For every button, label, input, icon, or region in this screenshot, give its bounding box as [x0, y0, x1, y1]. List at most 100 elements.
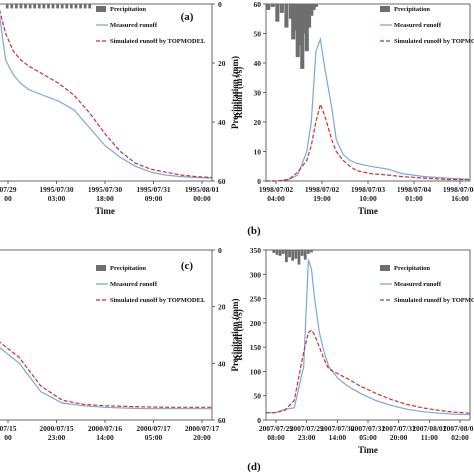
precip-bar [37, 4, 41, 9]
panel-label: (a) [181, 11, 194, 23]
x-tick-label: 00 [4, 194, 12, 203]
legend-measured-label: Measured runoff [110, 22, 158, 29]
y-tick-label: 0 [218, 246, 222, 255]
x-tick-label: 2007/08/01 [412, 424, 446, 433]
x-tick-label: 1995/07/30 [88, 185, 122, 194]
simulated-runoff-line [266, 329, 471, 414]
x-tick-label: 2007/07/30 [320, 424, 354, 433]
y-tick-label: 40 [218, 118, 226, 127]
x-tick-label: 1998/07/02 [305, 185, 339, 194]
precip-bar [310, 250, 313, 253]
y-tick-label: 0 [257, 416, 261, 425]
precip-bar [302, 4, 307, 34]
x-tick-label: 16:00 [451, 194, 469, 203]
x-tick-label: 04:00 [267, 194, 285, 203]
y-tick-label: 40 [218, 359, 226, 368]
precip-bar [79, 4, 82, 9]
y-tick-label: 50 [254, 392, 262, 401]
precip-bar [288, 250, 291, 258]
y-tick-label: 200 [250, 319, 262, 328]
x-tick-label: 00:00 [193, 194, 211, 203]
x-tick-label: 2000/07/17 [185, 424, 219, 433]
y-tick-label: 0 [218, 0, 222, 9]
x-axis-label: Time [358, 445, 378, 455]
x-tick-label: 2000/07/16 [88, 424, 122, 433]
x-tick-label: 23:00 [298, 433, 316, 442]
precip-bar [303, 250, 307, 260]
precip-bar [284, 250, 288, 263]
x-axis-label: Time [95, 206, 115, 216]
x-tick-label: 01:00 [405, 194, 423, 203]
legend-precip-swatch [380, 6, 390, 12]
precip-bar [291, 250, 295, 261]
y-axis-label: Runoff (m³/s) [234, 309, 244, 360]
x-tick-label: 00 [4, 433, 12, 442]
y-tick-label: 20 [254, 118, 262, 127]
x-tick-label: 2007/08/01 [443, 424, 474, 433]
x-tick-label: 1998/07/02 [259, 185, 293, 194]
y-tick-label: 60 [218, 416, 226, 425]
precip-bar [65, 4, 69, 9]
legend-precip-swatch [380, 265, 390, 271]
precip-bar [288, 4, 293, 19]
x-tick-label: 2007/07/29 [259, 424, 293, 433]
y-tick-label: 0 [257, 177, 261, 186]
x-tick-label: 10:00 [359, 194, 377, 203]
legend-precip-label: Precipitation [110, 265, 146, 272]
y-tick-label: 250 [250, 295, 262, 304]
precip-bar [19, 4, 23, 9]
legend-precip-label: Precipitation [394, 265, 430, 272]
precip-bar [309, 4, 314, 16]
x-tick-label: 18:00 [96, 194, 114, 203]
y-tick-label: 30 [254, 89, 262, 98]
precip-bar [307, 4, 312, 28]
legend-measured-label: Measured runoff [394, 281, 442, 288]
precip-bar [311, 4, 316, 10]
precip-bar [24, 4, 27, 9]
x-tick-label: 14:00 [329, 433, 347, 442]
legend-measured-label: Measured runoff [110, 281, 158, 288]
precip-bar [88, 4, 92, 9]
x-tick-label: 14:00 [96, 433, 114, 442]
precip-bar [284, 4, 289, 28]
y-tick-label: 350 [250, 246, 262, 255]
plot-frame [265, 249, 471, 421]
plot-frame [0, 3, 213, 182]
y-tick-label: 60 [218, 177, 226, 186]
legend-precip-label: Precipitation [110, 6, 146, 13]
chart-panel-b [263, 3, 471, 184]
y-tick-label: 300 [250, 270, 262, 279]
simulated-runoff-line [0, 9, 213, 179]
precip-bar [5, 4, 9, 9]
x-tick-label: 09:00 [145, 194, 163, 203]
precip-bar [294, 250, 298, 259]
x-tick-label: 05:00 [359, 433, 377, 442]
precip-bar [304, 4, 309, 52]
x-tick-label: 07/29 [0, 185, 17, 194]
y-tick-label: 100 [250, 367, 262, 376]
x-tick-label: 1998/07/04 [397, 185, 431, 194]
precip-bar [306, 250, 310, 254]
x-tick-label: 2000/07/15 [39, 424, 73, 433]
chart-panel-d [263, 249, 471, 423]
y-tick-label: 50 [254, 30, 262, 39]
precip-bar [266, 4, 271, 10]
legend-measured-label: Measured runoff [394, 22, 442, 29]
precip-bar [293, 4, 298, 31]
legend-simulated-label: Simulated runoff by TOPMODEL [110, 297, 206, 304]
precip-bar [272, 250, 276, 253]
x-tick-label: 19:00 [313, 194, 331, 203]
y-tick-label: 150 [250, 343, 262, 352]
measured-runoff-line [266, 37, 471, 182]
precip-bar [51, 4, 55, 9]
simulated-runoff-line [266, 102, 470, 182]
precip-bar [313, 4, 318, 7]
precip-bar [291, 4, 296, 40]
y-axis-label: Runoff (m³/s) [234, 67, 244, 118]
y-tick-label: 20 [218, 303, 226, 312]
y-axis-label-right: Precipitation (mm) [230, 56, 240, 129]
panel-label: (b) [247, 225, 261, 237]
x-tick-label: 2000/07/17 [136, 424, 170, 433]
precip-bar [10, 4, 14, 9]
precip-bar [74, 4, 78, 9]
